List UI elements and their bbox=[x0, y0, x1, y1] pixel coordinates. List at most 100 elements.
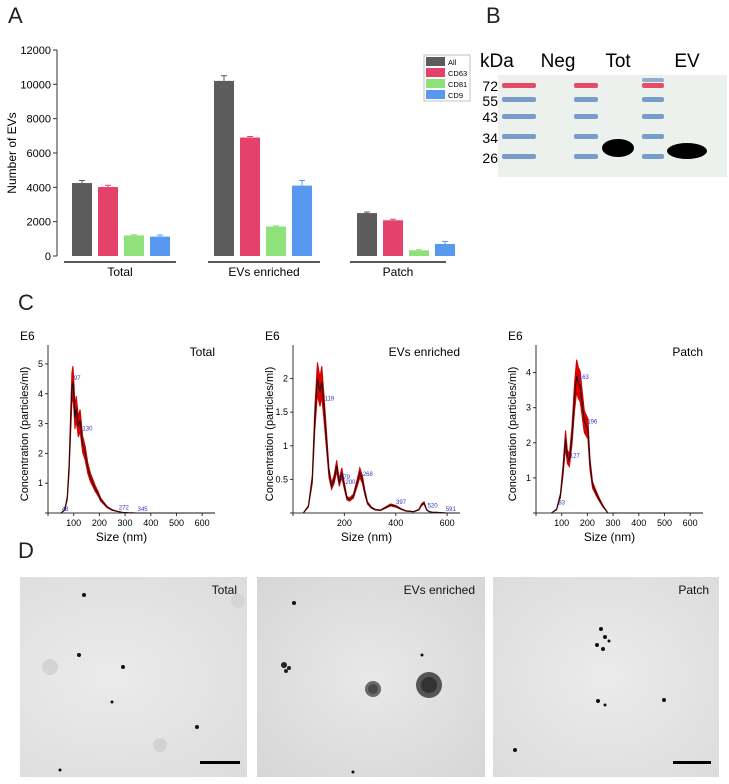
y-tick-label: 1 bbox=[283, 441, 288, 451]
bar bbox=[240, 137, 260, 256]
x-tick-label: 500 bbox=[169, 518, 184, 528]
size-distribution-line bbox=[551, 375, 703, 514]
bar bbox=[124, 235, 144, 256]
nta-plot-evs-enriched: E6 EVs enriched 0.5 1 1.5 2 200 400 600 Size (nm)… bbox=[264, 329, 460, 544]
y-tick-label: 3 bbox=[38, 419, 43, 429]
legend-label: CD81 bbox=[448, 80, 467, 89]
y-axis-title: Number of EVs bbox=[5, 112, 19, 193]
bar bbox=[72, 183, 92, 256]
plot-title: Total bbox=[190, 345, 215, 359]
y-tick-label: 2 bbox=[38, 448, 43, 458]
x-tick-label: 300 bbox=[118, 518, 133, 528]
y-tick-label: 0.5 bbox=[275, 474, 288, 484]
tem-label-patch: Patch bbox=[678, 583, 709, 597]
scale-bar bbox=[200, 761, 240, 764]
peak-label: 272 bbox=[119, 506, 130, 512]
marker-label: 34 bbox=[482, 130, 498, 146]
ladder-band bbox=[502, 114, 536, 119]
x-tick-label: 200 bbox=[92, 518, 107, 528]
lane-label: EV bbox=[674, 51, 700, 72]
legend-label: CD9 bbox=[448, 91, 463, 100]
y-tick-label: 10000 bbox=[20, 79, 51, 91]
ladder-band bbox=[502, 134, 536, 139]
y-tick-label: 3 bbox=[526, 403, 531, 413]
y-tick-label: 8000 bbox=[27, 114, 51, 126]
size-distribution-line bbox=[60, 381, 215, 514]
y-tick-label: 4000 bbox=[27, 182, 51, 194]
y-tick-label: 4 bbox=[38, 389, 43, 399]
panel-letter-b: B bbox=[486, 3, 501, 28]
legend-label: CD63 bbox=[448, 69, 467, 78]
ladder-band bbox=[642, 78, 664, 82]
ladder-band bbox=[642, 97, 664, 102]
scale-label: E6 bbox=[20, 329, 35, 343]
tem-image-evs-enriched: EVs enriched bbox=[257, 577, 485, 777]
legend-swatch bbox=[426, 68, 445, 77]
bar bbox=[214, 80, 234, 257]
legend-label: All bbox=[448, 58, 457, 67]
peak-label: 196 bbox=[587, 420, 598, 426]
bar bbox=[383, 220, 403, 256]
category-label: EVs enriched bbox=[228, 265, 299, 279]
peak-label: 520 bbox=[428, 504, 439, 510]
bar bbox=[292, 185, 312, 256]
y-tick-label: 2 bbox=[283, 374, 288, 384]
ladder-band bbox=[574, 134, 598, 139]
x-tick-label: 400 bbox=[631, 518, 646, 528]
scale-label: E6 bbox=[265, 329, 280, 343]
bar bbox=[435, 243, 455, 256]
category-label: Total bbox=[107, 265, 132, 279]
tem-label-total: Total bbox=[211, 583, 237, 597]
tem-image-total: Total bbox=[20, 577, 247, 777]
panel-letter-d: D bbox=[18, 538, 34, 563]
protein-band-tot bbox=[602, 139, 634, 157]
peak-label: 163 bbox=[579, 375, 590, 381]
x-axis-title: Size (nm) bbox=[341, 530, 392, 544]
bar bbox=[150, 236, 170, 256]
lane-label: Neg bbox=[541, 51, 576, 72]
ladder-band bbox=[574, 97, 598, 102]
y-axis-title: Concentration (particles/ml) bbox=[507, 367, 519, 502]
ladder-band bbox=[502, 154, 536, 159]
bar bbox=[266, 226, 286, 256]
y-tick-label: 6000 bbox=[27, 148, 51, 160]
scale-bar bbox=[673, 761, 711, 764]
plot-title: EVs enriched bbox=[389, 345, 460, 359]
peak-label: 127 bbox=[570, 453, 581, 459]
ladder-band bbox=[642, 134, 664, 139]
lane-label: Tot bbox=[605, 51, 631, 72]
peak-label: 119 bbox=[325, 396, 335, 402]
x-tick-label: 200 bbox=[580, 518, 595, 528]
legend-swatch bbox=[426, 90, 445, 99]
protein-band-ev bbox=[667, 143, 707, 159]
bar bbox=[409, 250, 429, 256]
ladder-band bbox=[574, 114, 598, 119]
x-tick-label: 100 bbox=[66, 518, 81, 528]
size-distribution-line bbox=[302, 378, 460, 514]
western-blot bbox=[498, 75, 727, 177]
peak-label: 345 bbox=[138, 507, 149, 513]
peak-label: 268 bbox=[363, 472, 374, 478]
marker-label: 26 bbox=[482, 150, 498, 166]
y-tick-label: 12000 bbox=[20, 45, 51, 57]
y-tick-label: 0 bbox=[45, 251, 51, 263]
y-tick-label: 1.5 bbox=[275, 407, 288, 417]
peak-label: 397 bbox=[396, 500, 407, 506]
tem-particles-total bbox=[42, 593, 245, 772]
x-tick-label: 100 bbox=[554, 518, 569, 528]
peak-label: 179 bbox=[340, 475, 351, 481]
error-envelope bbox=[551, 359, 703, 514]
x-tick-label: 400 bbox=[143, 518, 158, 528]
error-envelope bbox=[60, 366, 215, 514]
y-tick-label: 2000 bbox=[27, 217, 51, 229]
tem-particles-evs-enriched bbox=[281, 601, 442, 774]
x-tick-label: 600 bbox=[195, 518, 210, 528]
kda-label: kDa bbox=[480, 51, 514, 72]
ladder-band bbox=[642, 83, 664, 88]
bar-chart: 0 2000 4000 6000 8000 10000 12000 Number of EVs… bbox=[5, 45, 471, 279]
legend-swatch bbox=[426, 57, 445, 66]
y-tick-label: 2 bbox=[526, 438, 531, 448]
peak-label: 591 bbox=[446, 507, 457, 513]
